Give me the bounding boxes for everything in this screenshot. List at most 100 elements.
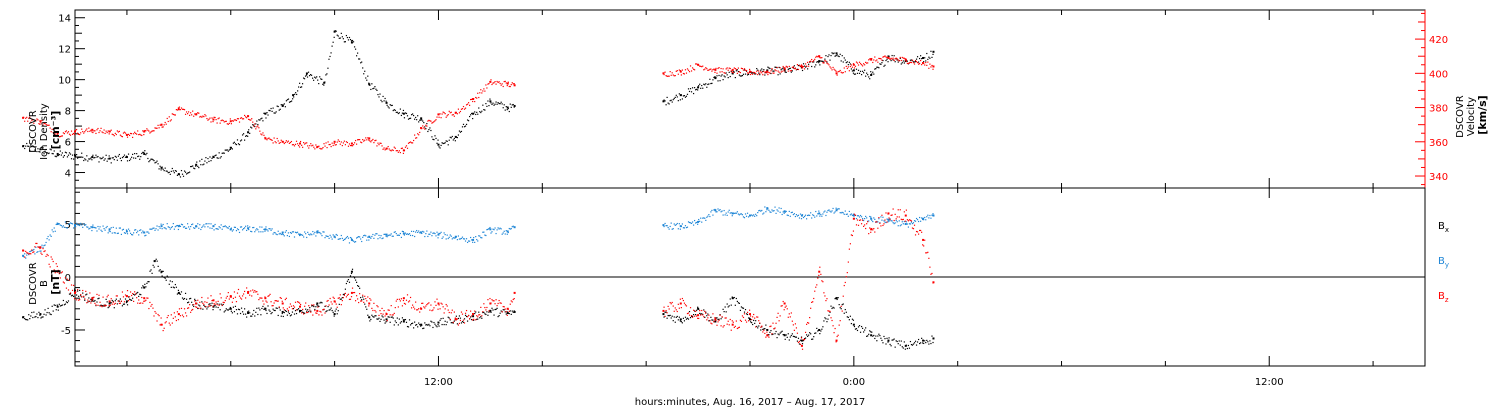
scatter-dot: [761, 68, 763, 70]
data-point: [91, 156, 94, 159]
scatter-dot: [800, 64, 803, 66]
scatter-dot: [312, 77, 314, 79]
scatter-dot: [892, 59, 894, 61]
scatter-dot: [157, 124, 159, 126]
scatter-dot: [797, 214, 800, 216]
scatter-dot: [195, 113, 197, 115]
scatter-dot: [835, 207, 837, 209]
scatter-dot: [62, 299, 64, 302]
scatter-dot: [103, 305, 105, 307]
scatter-dot: [180, 291, 183, 293]
scatter-dot: [415, 231, 417, 233]
scatter-dot: [458, 130, 461, 132]
scatter-dot: [147, 231, 149, 233]
scatter-dot: [502, 85, 504, 88]
scatter-dot: [350, 296, 353, 298]
scatter-dot: [389, 104, 391, 106]
scatter-dot: [663, 306, 665, 308]
scatter-dot: [415, 301, 417, 303]
scatter-dot: [845, 213, 847, 216]
scatter-dot: [330, 52, 332, 54]
scatter-dot: [262, 300, 264, 302]
scatter-dot: [402, 152, 405, 154]
data-point: [264, 297, 267, 300]
scatter-dot: [876, 66, 878, 68]
scatter-dot: [106, 131, 108, 134]
scatter-dot: [898, 216, 900, 218]
scatter-dot: [892, 339, 894, 341]
scatter-dot: [154, 229, 156, 231]
scatter-dot: [203, 224, 205, 226]
scatter-dot: [878, 57, 880, 60]
scatter-dot: [738, 326, 741, 328]
data-point: [714, 320, 717, 323]
scatter-dot: [33, 146, 35, 148]
scatter-dot: [94, 302, 96, 304]
scatter-dot: [906, 62, 908, 65]
scatter-dot: [495, 308, 497, 310]
scatter-dot: [368, 239, 370, 241]
scatter-dot: [891, 339, 893, 341]
scatter-dot: [757, 73, 759, 76]
scatter-dot: [245, 313, 247, 315]
scatter-dot: [212, 155, 214, 157]
scatter-dot: [744, 213, 747, 215]
scatter-dot: [246, 229, 248, 232]
scatter-dot: [741, 74, 744, 77]
data-point: [368, 137, 371, 140]
scatter-dot: [94, 156, 96, 159]
scatter-dot: [38, 151, 40, 153]
scatter-dot: [332, 41, 334, 43]
scatter-dot: [369, 236, 371, 239]
scatter-dot: [436, 326, 438, 328]
scatter-dot: [820, 57, 822, 59]
scatter-dot: [405, 321, 408, 323]
scatter-dot: [24, 318, 26, 320]
scatter-dot: [245, 116, 247, 118]
scatter-dot: [726, 67, 728, 69]
scatter-dot: [722, 308, 724, 310]
scatter-dot: [294, 93, 296, 95]
scatter-dot: [438, 232, 440, 235]
scatter-dot: [890, 59, 892, 62]
scatter-dot: [294, 310, 297, 312]
scatter-dot: [273, 302, 275, 304]
scatter-dot: [459, 238, 462, 240]
scatter-dot: [481, 92, 483, 94]
data-point: [385, 313, 388, 316]
scatter-dot: [227, 150, 229, 152]
scatter-dot: [277, 314, 279, 317]
scatter-dot: [319, 232, 321, 234]
scatter-dot: [901, 346, 903, 348]
scatter-dot: [150, 305, 152, 307]
scatter-dot: [847, 215, 849, 217]
scatter-dot: [258, 119, 260, 121]
scatter-dot: [396, 298, 398, 301]
scatter-dot: [337, 238, 339, 240]
scatter-dot: [927, 251, 929, 253]
scatter-dot: [882, 56, 884, 58]
scatter-dot: [420, 126, 422, 129]
scatter-dot: [888, 57, 890, 59]
scatter-dot: [344, 238, 346, 240]
scatter-dot: [867, 335, 869, 337]
scatter-dot: [229, 118, 231, 120]
scatter-dot: [334, 30, 336, 32]
scatter-dot: [810, 60, 812, 62]
scatter-dot: [780, 331, 782, 333]
scatter-dot: [836, 74, 838, 76]
data-point: [679, 70, 682, 73]
scatter-dot: [28, 117, 30, 119]
scatter-dot: [925, 219, 927, 221]
scatter-dot: [399, 232, 401, 235]
scatter-dot: [244, 290, 246, 293]
scatter-dot: [708, 214, 710, 216]
scatter-dot: [390, 104, 392, 107]
scatter-dot: [810, 307, 812, 309]
scatter-dot: [784, 306, 786, 308]
scatter-dot: [178, 106, 181, 108]
scatter-dot: [119, 134, 121, 136]
scatter-dot: [877, 61, 879, 63]
scatter-dot: [383, 319, 385, 321]
scatter-dot: [911, 222, 914, 225]
